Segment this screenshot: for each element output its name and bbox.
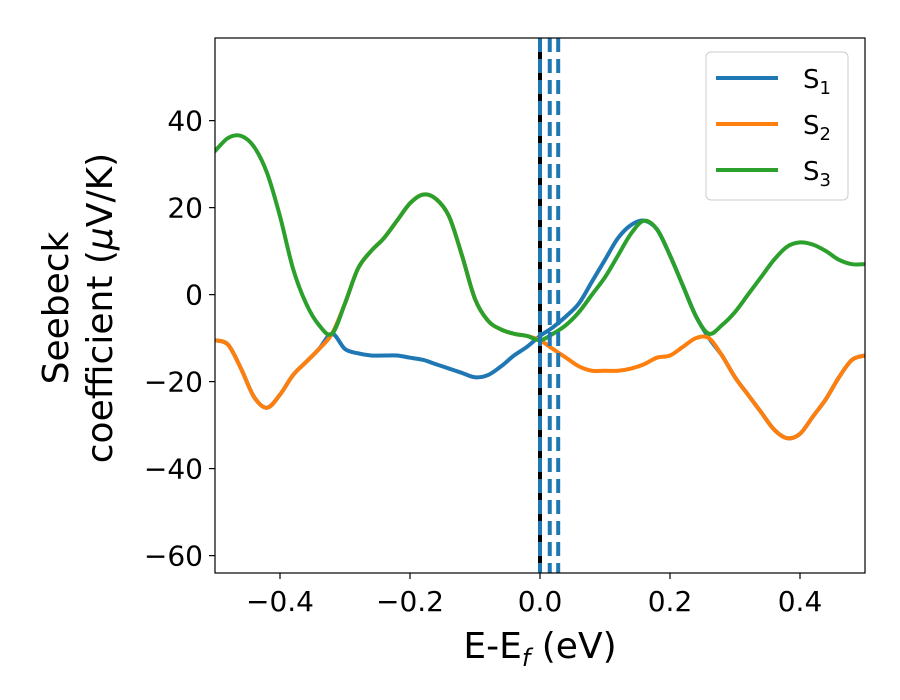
y-tick-label: 0 — [185, 279, 203, 312]
legend-label-2: S2 — [803, 111, 831, 145]
reference-lines — [538, 38, 561, 573]
y-axis-title-post: V/K) — [80, 153, 121, 227]
x-ticks: −0.4 −0.2 0.0 0.2 0.4 — [246, 573, 822, 618]
y-axis-title-pre: coefficient ( — [80, 250, 121, 463]
legend: S1 S2 S3 — [705, 51, 849, 201]
y-tick-label: −60 — [144, 540, 203, 573]
legend-label-3: S3 — [803, 157, 831, 191]
y-axis-title: Seebeck coefficient (μV/K) — [36, 153, 121, 463]
y-axis-title-mu: μ — [80, 227, 121, 251]
y-axis-title-line2: coefficient (μV/K) — [80, 153, 121, 463]
x-axis-title-unit: (eV) — [530, 626, 616, 667]
y-ticks: 40 20 0 −20 −40 −60 — [144, 105, 215, 573]
x-tick-label: 0.0 — [518, 585, 563, 618]
y-tick-label: 20 — [167, 192, 203, 225]
y-axis-title-line1: Seebeck — [36, 231, 77, 384]
y-tick-label: 40 — [167, 105, 203, 138]
x-tick-label: 0.2 — [648, 585, 693, 618]
y-tick-label: −40 — [144, 453, 203, 486]
x-axis-title: E-Ef (eV) — [463, 626, 616, 672]
x-tick-label: 0.4 — [778, 585, 823, 618]
x-tick-label: −0.2 — [376, 585, 444, 618]
x-axis-title-main: E-E — [463, 626, 521, 667]
x-tick-label: −0.4 — [246, 585, 314, 618]
y-tick-label: −20 — [144, 366, 203, 399]
legend-label-1: S1 — [803, 65, 831, 99]
